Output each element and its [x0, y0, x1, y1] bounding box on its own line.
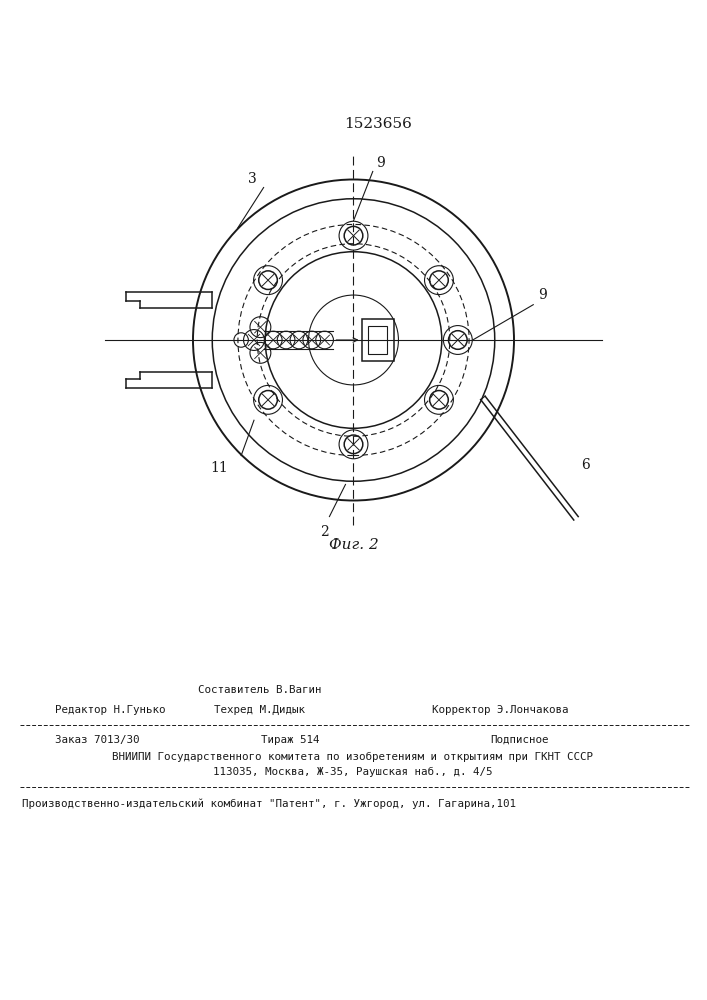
Bar	[368, 326, 387, 354]
Text: 9: 9	[538, 288, 547, 302]
Text: Редактор Н.Гунько: Редактор Н.Гунько	[55, 705, 165, 715]
Text: Корректор Э.Лончакова: Корректор Э.Лончакова	[432, 705, 568, 715]
Text: 6: 6	[581, 458, 590, 472]
Text: Составитель В.Вагин: Составитель В.Вагин	[198, 685, 322, 695]
Bar	[361, 319, 394, 361]
Text: 1523656: 1523656	[344, 117, 411, 131]
Text: Тираж 514: Тираж 514	[261, 735, 320, 745]
Text: Техред М.Дидык: Техред М.Дидык	[214, 705, 305, 715]
Text: 113035, Москва, Ж-35, Раушская наб., д. 4/5: 113035, Москва, Ж-35, Раушская наб., д. …	[214, 767, 493, 777]
Text: Заказ 7013/30: Заказ 7013/30	[55, 735, 139, 745]
Text: 9: 9	[376, 156, 385, 170]
Text: 2: 2	[320, 525, 329, 539]
Text: Подписное: Подписное	[490, 735, 549, 745]
Text: Фиг. 2: Фиг. 2	[329, 538, 378, 552]
Text: 11: 11	[211, 461, 228, 475]
Text: Производственно-издательский комбинат "Патент", г. Ужгород, ул. Гагарина,101: Производственно-издательский комбинат "П…	[22, 799, 516, 809]
Text: 3: 3	[248, 172, 257, 186]
Text: ВНИИПИ Государственного комитета по изобретениям и открытиям при ГКНТ СССР: ВНИИПИ Государственного комитета по изоб…	[112, 752, 593, 762]
